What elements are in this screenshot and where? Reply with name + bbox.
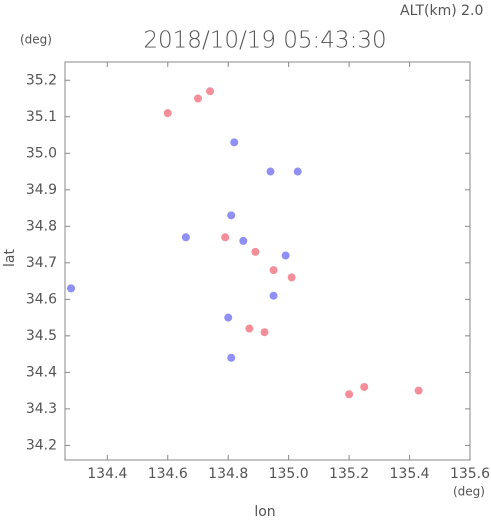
echo-point xyxy=(206,87,215,96)
y-tick-label: 35.0 xyxy=(26,145,57,161)
x-tick-label: 135.0 xyxy=(269,466,309,482)
x-axis-label: lon xyxy=(254,504,275,520)
echo-point xyxy=(67,284,76,293)
echo-point xyxy=(414,386,423,395)
y-tick-label: 35.2 xyxy=(26,72,57,88)
echo-point xyxy=(230,138,239,147)
x-unit: (deg) xyxy=(453,485,485,499)
x-tick-label: 134.6 xyxy=(148,466,188,482)
echo-point xyxy=(251,247,260,256)
echo-point xyxy=(227,353,236,362)
y-tick-label: 34.5 xyxy=(26,328,57,344)
echo-point xyxy=(287,273,296,282)
plot-frame xyxy=(64,61,471,461)
y-axis-label: lat xyxy=(2,249,18,267)
echo-point xyxy=(227,211,236,220)
echo-point xyxy=(221,233,230,242)
x-tick-label: 135.6 xyxy=(450,466,490,482)
echo-point xyxy=(163,109,172,118)
echo-point xyxy=(193,94,202,103)
x-tick-label: 135.2 xyxy=(329,466,369,482)
y-tick-label: 34.4 xyxy=(26,364,57,380)
y-tick-label: 34.2 xyxy=(26,437,57,453)
echo-point xyxy=(345,390,354,399)
echo-point xyxy=(181,233,190,242)
y-tick-label: 34.3 xyxy=(26,401,57,417)
y-tick-label: 34.6 xyxy=(26,291,57,307)
echo-point xyxy=(293,167,302,176)
y-unit: (deg) xyxy=(20,33,52,47)
y-tick-label: 34.8 xyxy=(26,218,57,234)
echo-point xyxy=(260,328,269,337)
y-tick-label: 34.7 xyxy=(26,255,57,271)
y-tick-label: 34.9 xyxy=(26,182,57,198)
y-tick-label: 35.1 xyxy=(26,109,57,125)
echo-point xyxy=(360,382,369,391)
echo-point xyxy=(224,313,233,322)
chart-title: 2018/10/19 05:43:30 xyxy=(143,28,386,54)
x-tick-label: 134.8 xyxy=(208,466,248,482)
echo-point xyxy=(245,324,254,333)
echo-point xyxy=(269,266,278,275)
x-tick-label: 135.4 xyxy=(390,466,430,482)
echo-point xyxy=(281,251,290,260)
echo-point xyxy=(269,291,278,300)
x-tick-label: 134.4 xyxy=(87,466,127,482)
echo-point xyxy=(266,167,275,176)
echo-point xyxy=(239,236,248,245)
annotation: ALT(km) 2.0 xyxy=(400,3,483,19)
